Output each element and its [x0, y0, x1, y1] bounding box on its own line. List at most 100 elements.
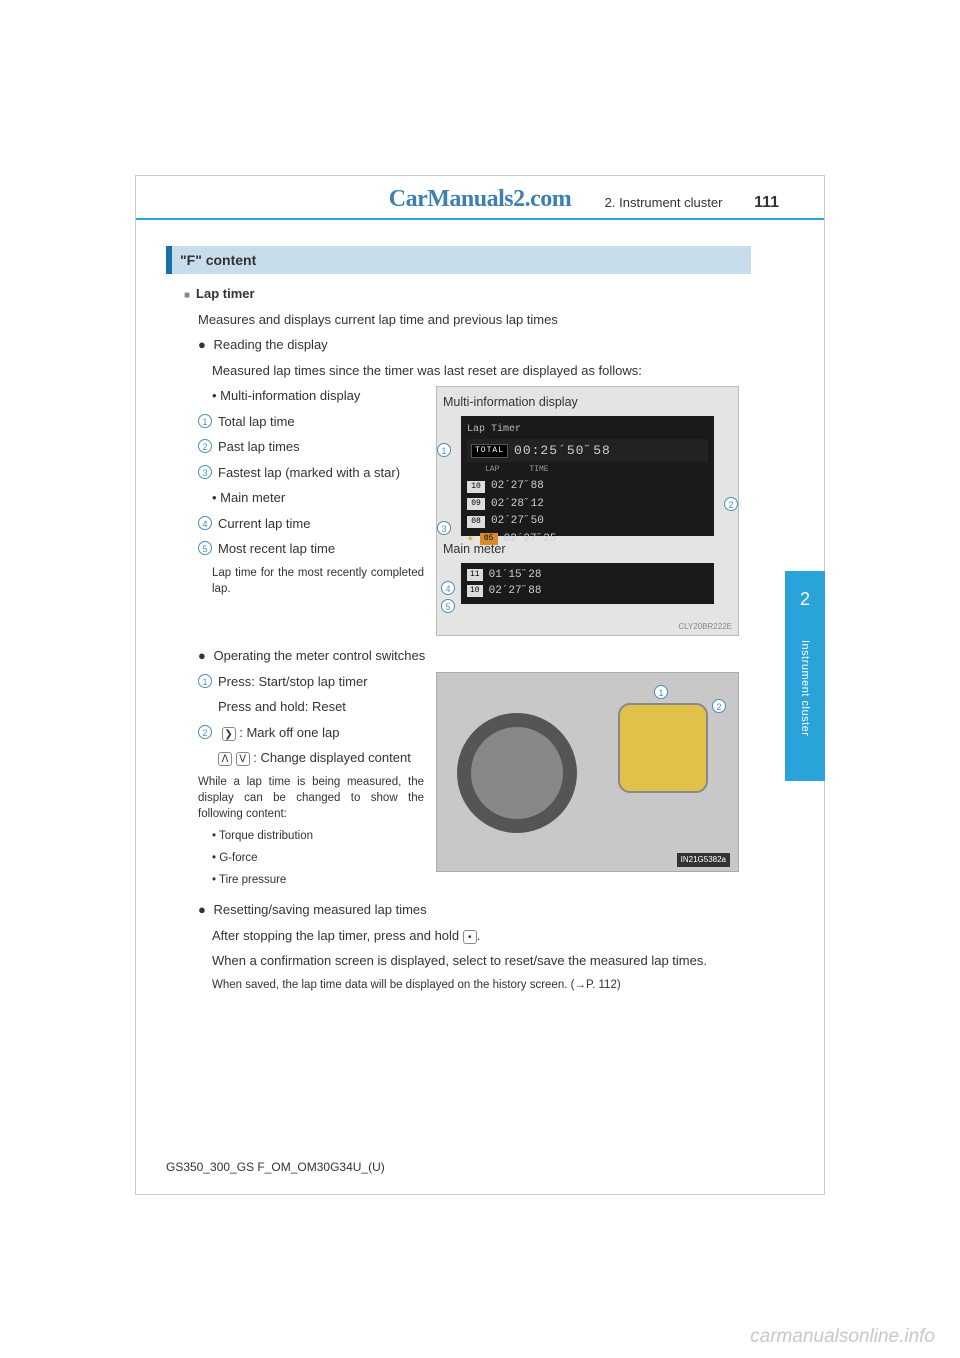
top-watermark: CarManuals2.com	[389, 186, 571, 213]
circle-5-icon: 5	[198, 541, 212, 555]
lap-timer-label: Lap Timer	[467, 422, 708, 437]
steering-wheel-image: 1 2 IN21G5382a	[436, 672, 739, 872]
col-time: TIME	[529, 464, 548, 476]
mm-badge: 10	[467, 585, 483, 597]
reading-heading: ● Reading the display	[198, 335, 739, 355]
lap-num: 10	[467, 481, 485, 493]
legend-2-text: Past lap times	[218, 439, 300, 454]
main-meter-bullet: • Main meter	[212, 488, 424, 508]
resetting-p1: After stopping the lap timer, press and …	[212, 926, 739, 946]
op-b1: • Torque distribution	[212, 828, 424, 844]
operating-two-col: 1 Press: Start/stop lap timer Press and h…	[184, 672, 739, 895]
manual-page: CarManuals2.com 2. Instrument cluster 11…	[135, 175, 825, 1195]
resetting-heading: ● Resetting/saving measured lap times	[198, 900, 739, 920]
section-title-bar: "F" content	[166, 246, 751, 274]
circle-1-icon: 1	[198, 414, 212, 428]
mm-time: 02´27˝88	[489, 583, 542, 600]
legend-3-text: Fastest lap (marked with a star)	[218, 465, 400, 480]
legend-2: 2 Past lap times	[198, 437, 424, 457]
circle-2-icon: 2	[198, 725, 212, 739]
image-code: IN21G5382a	[677, 853, 730, 867]
header-section: 2. Instrument cluster	[605, 195, 723, 210]
chevron-up-icon: ᐱ	[218, 752, 232, 766]
lap-row: ★0502´27˝25	[467, 531, 708, 548]
page-header: 2. Instrument cluster 111	[605, 194, 779, 212]
reading-two-col: • Multi-information display 1 Total lap t…	[184, 386, 739, 636]
callout-3-icon: 3	[437, 521, 451, 535]
lap-time: 02´28˝12	[491, 496, 544, 513]
chapter-label: Instrument cluster	[799, 640, 811, 736]
lap-row: 09 02´28˝12	[467, 496, 708, 513]
callout-1-icon: 1	[654, 685, 668, 699]
total-time: 00:25´50˝58	[514, 441, 611, 461]
chevron-down-icon: ᐯ	[236, 752, 250, 766]
reading-intro: Measured lap times since the timer was l…	[212, 361, 739, 381]
lap-time: 02´27˝88	[491, 478, 544, 495]
lap-timer-intro: Measures and displays current lap time a…	[198, 310, 739, 330]
op-b2-text: G-force	[219, 852, 257, 864]
legend-4: 4Current lap time	[198, 514, 424, 534]
bullet-icon: ●	[198, 902, 206, 917]
op-b1-text: Torque distribution	[219, 830, 313, 842]
op-2-text: : Mark off one lap	[239, 725, 339, 740]
legend-1-text: Total lap time	[218, 414, 295, 429]
op-2: 2 ❯ : Mark off one lap	[198, 723, 424, 743]
mid-label: Multi-information display	[443, 393, 732, 412]
op-1b: Press and hold: Reset	[198, 697, 424, 717]
op-b2: • G-force	[212, 850, 424, 866]
lap-timer-heading: ■Lap timer	[184, 284, 739, 304]
mm-time: 01´15˝28	[489, 567, 542, 584]
circle-3-icon: 3	[198, 465, 212, 479]
page-content: ■Lap timer Measures and displays current…	[184, 284, 739, 999]
callout-2-icon: 2	[712, 699, 726, 713]
lap-timer-heading-text: Lap timer	[196, 286, 255, 301]
lap-num: 08	[467, 516, 485, 528]
resetting-p1-suffix: .	[477, 928, 481, 943]
operating-text-col: 1 Press: Start/stop lap timer Press and h…	[184, 672, 424, 895]
callout-4-icon: 4	[441, 581, 455, 595]
legend-3: 3 Fastest lap (marked with a star)	[198, 463, 424, 483]
legend-5-text: Most recent lap time	[218, 541, 335, 556]
lap-num: 09	[467, 498, 485, 510]
bullet-icon: ●	[198, 337, 206, 352]
legend-column: • Multi-information display 1 Total lap t…	[184, 386, 424, 636]
footer-code: GS350_300_GS F_OM_OM30G34U_(U)	[166, 1160, 385, 1174]
op-2b: ᐱ ᐯ : Change displayed content	[198, 748, 424, 768]
callout-1-icon: 1	[437, 443, 451, 457]
lap-num-fastest: 05	[480, 533, 498, 545]
lap-time: 02´27˝25	[504, 531, 557, 548]
display-panel: Multi-information display Lap Timer TOTA…	[436, 386, 739, 636]
total-badge: TOTAL	[471, 444, 508, 458]
operating-heading-text: Operating the meter control switches	[213, 648, 425, 663]
mm-row: 11 01´15˝28	[467, 567, 708, 584]
main-meter-screenshot: 11 01´15˝28 10 02´27˝88	[461, 563, 714, 604]
center-dot-icon: •	[463, 930, 477, 944]
bullet-icon: ●	[198, 648, 206, 663]
resetting-heading-text: Resetting/saving measured lap times	[213, 902, 426, 917]
op-b3: • Tire pressure	[212, 872, 424, 888]
resetting-p1-text: After stopping the lap timer, press and …	[212, 928, 463, 943]
legend-5: 5 Most recent lap time	[198, 539, 424, 559]
lap-col-headers: LAP TIME	[485, 464, 708, 476]
op-2b-text: : Change displayed content	[253, 750, 411, 765]
lap-time: 02´27˝50	[491, 513, 544, 530]
mid-bullet: • Multi-information display	[212, 386, 424, 406]
legend-1: 1 Total lap time	[198, 412, 424, 432]
circle-1-icon: 1	[198, 674, 212, 688]
legend-5-note: Lap time for the most recently completed…	[212, 565, 424, 597]
mid-screenshot: Lap Timer TOTAL 00:25´50˝58 LAP TIME 10 0…	[461, 416, 714, 536]
control-pad-highlight	[618, 703, 708, 793]
mid-bullet-text: Multi-information display	[220, 388, 360, 403]
legend-4-text: Current lap time	[218, 516, 310, 531]
reading-heading-text: Reading the display	[213, 337, 327, 352]
mm-badge: 11	[467, 569, 483, 581]
op-1a-text: Press: Start/stop lap timer	[218, 674, 368, 689]
page-number: 111	[754, 194, 779, 211]
image-code: CLY20BR222E	[678, 621, 732, 633]
operating-heading: ● Operating the meter control switches	[198, 646, 739, 666]
col-lap: LAP	[485, 464, 499, 476]
circle-2-icon: 2	[198, 439, 212, 453]
lap-row: 08 02´27˝50	[467, 513, 708, 530]
lap-row: 10 02´27˝88	[467, 478, 708, 495]
chapter-number: 2	[785, 571, 825, 640]
